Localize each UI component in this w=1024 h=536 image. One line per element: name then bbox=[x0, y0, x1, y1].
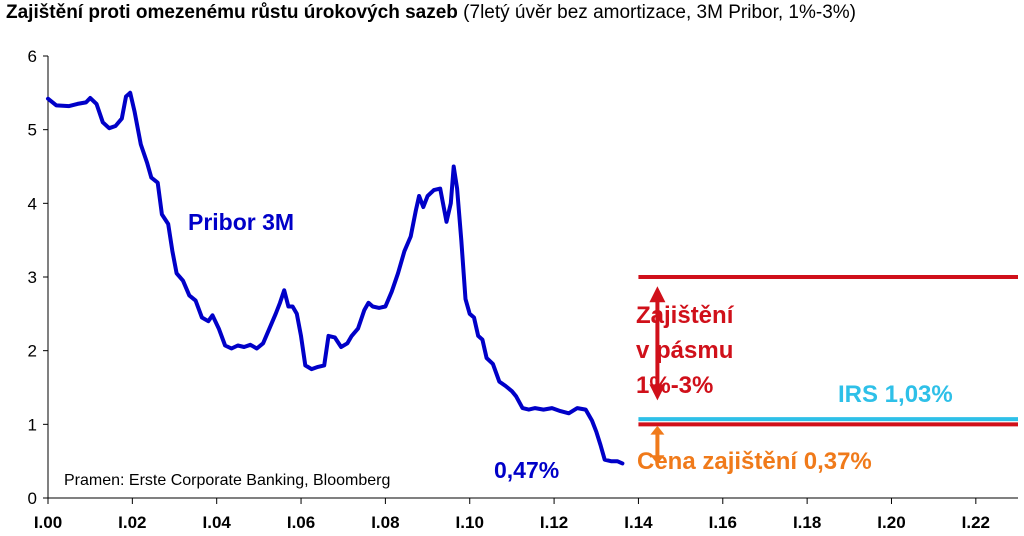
x-tick-label: I.14 bbox=[624, 513, 653, 532]
x-tick-label: I.02 bbox=[118, 513, 146, 532]
y-tick-label: 5 bbox=[28, 121, 37, 140]
y-tick-label: 6 bbox=[28, 47, 37, 66]
annotation-source: Pramen: Erste Corporate Banking, Bloombe… bbox=[64, 472, 390, 489]
annotation-series-label: Pribor 3M bbox=[188, 209, 294, 235]
band-arrow-down-icon bbox=[649, 384, 666, 401]
x-tick-label: I.10 bbox=[456, 513, 484, 532]
x-tick-label: I.06 bbox=[287, 513, 315, 532]
annotation-last-value: 0,47% bbox=[494, 457, 559, 483]
x-tick-label: I.18 bbox=[793, 513, 821, 532]
series-line-pribor bbox=[46, 90, 625, 466]
x-tick-label: I.20 bbox=[877, 513, 905, 532]
x-tick-label: I.16 bbox=[709, 513, 737, 532]
x-tick-label: I.00 bbox=[34, 513, 62, 532]
annotation-irs: IRS 1,03% bbox=[838, 381, 953, 408]
y-tick-label: 3 bbox=[28, 268, 37, 287]
y-tick-label: 1 bbox=[28, 415, 37, 434]
y-tick-label: 2 bbox=[28, 342, 37, 361]
annotation-band-line2: v pásmu bbox=[636, 337, 733, 364]
y-tick-label: 0 bbox=[28, 489, 37, 508]
chart-title: Zajištění proti omezenému růstu úrokovýc… bbox=[6, 2, 856, 24]
x-tick-label: I.22 bbox=[962, 513, 990, 532]
chart-subtitle: (7letý úvěr bez amortizace, 3M Pribor, 1… bbox=[463, 2, 856, 23]
cost-arrow-down-icon bbox=[650, 455, 665, 465]
annotation-band-line1: Zajištění bbox=[636, 302, 735, 329]
x-tick-label: I.04 bbox=[203, 513, 232, 532]
x-tick-label: I.08 bbox=[371, 513, 399, 532]
band-arrow-up-icon bbox=[649, 286, 666, 303]
chart-title-main: Zajištění proti omezenému růstu úrokovýc… bbox=[6, 2, 458, 23]
x-tick-label: I.12 bbox=[540, 513, 568, 532]
annotation-cost: Cena zajištění 0,37% bbox=[637, 448, 872, 475]
annotation-band-line3: 1%-3% bbox=[636, 372, 713, 399]
cost-arrow-up-icon bbox=[650, 425, 665, 435]
y-tick-label: 4 bbox=[28, 194, 37, 213]
